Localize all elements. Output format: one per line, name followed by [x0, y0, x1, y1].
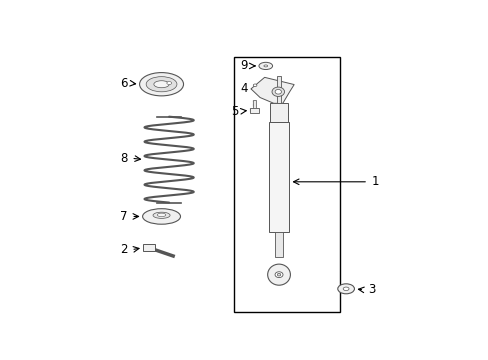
Ellipse shape [153, 212, 170, 219]
Text: 9: 9 [240, 59, 247, 72]
Ellipse shape [275, 89, 281, 94]
Text: 6: 6 [120, 77, 127, 90]
Bar [269, 103, 287, 122]
Ellipse shape [274, 272, 283, 278]
Ellipse shape [146, 77, 177, 92]
Ellipse shape [154, 81, 169, 88]
Bar [276, 76, 281, 103]
Ellipse shape [277, 273, 280, 276]
Ellipse shape [337, 284, 354, 294]
Ellipse shape [142, 209, 180, 224]
Text: 3: 3 [367, 283, 375, 296]
Ellipse shape [271, 87, 284, 96]
Text: 8: 8 [120, 152, 127, 165]
Ellipse shape [267, 264, 290, 285]
Ellipse shape [264, 65, 267, 67]
Bar [233, 57, 339, 312]
Ellipse shape [343, 287, 348, 291]
Ellipse shape [139, 73, 183, 96]
Text: 7: 7 [120, 210, 127, 223]
Bar [142, 244, 155, 251]
Ellipse shape [253, 84, 256, 86]
Polygon shape [250, 77, 294, 103]
Text: 2: 2 [120, 243, 127, 256]
Bar [268, 122, 289, 232]
Ellipse shape [259, 62, 272, 69]
Ellipse shape [157, 213, 165, 217]
Bar [275, 232, 282, 257]
Ellipse shape [166, 82, 171, 85]
Bar [252, 100, 256, 108]
Text: 5: 5 [231, 105, 238, 118]
Text: 1: 1 [371, 175, 379, 188]
Text: 4: 4 [240, 82, 247, 95]
Bar [250, 108, 258, 113]
